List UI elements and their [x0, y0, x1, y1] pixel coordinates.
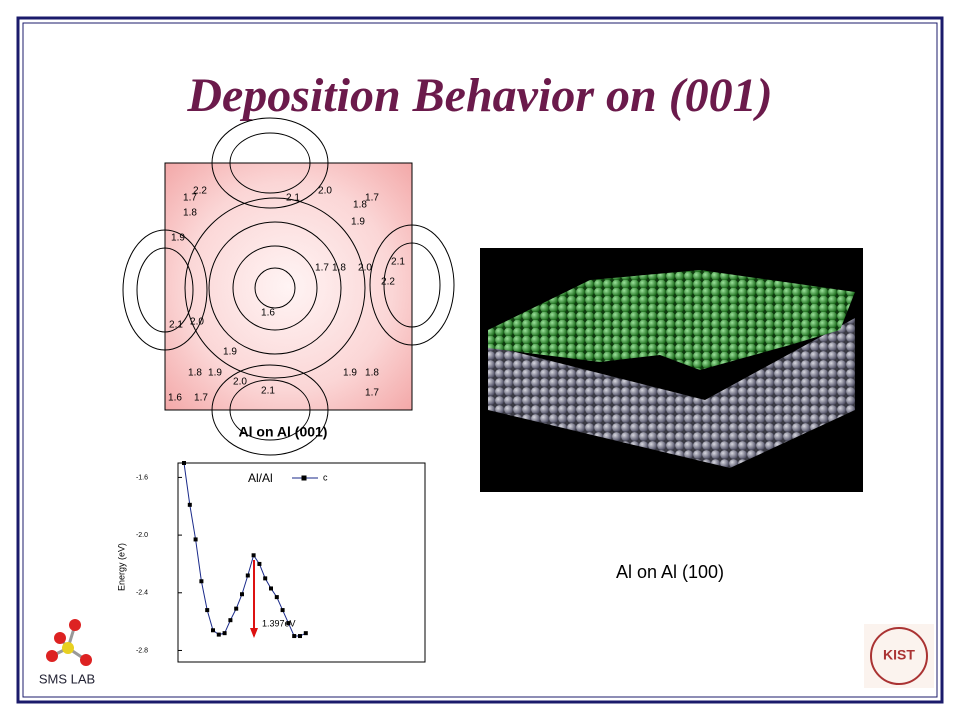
legend-label: c — [323, 472, 328, 482]
contour-caption: Al on Al (001) — [239, 424, 328, 440]
data-point — [222, 631, 227, 636]
y-tick-label: -1.6 — [136, 474, 148, 481]
contour-label: 2.2 — [193, 186, 207, 197]
data-point — [234, 606, 239, 611]
slide-title: Deposition Behavior on (001) — [186, 69, 772, 122]
contour-label: 2.1 — [261, 386, 275, 397]
kist-badge: KIST — [864, 624, 934, 688]
sms-logo: SMS LAB — [39, 619, 95, 686]
contour-label: 1.9 — [171, 233, 185, 244]
data-point — [240, 592, 244, 597]
data-point — [303, 631, 308, 636]
data-point — [286, 621, 291, 626]
contour-label: 2.0 — [233, 377, 247, 388]
contour-label: 1.8 — [188, 368, 202, 379]
contour-label: 1.8 — [353, 200, 367, 211]
contour-label: 1.9 — [351, 217, 365, 228]
data-point — [298, 634, 302, 639]
contour-label: 1.7 — [365, 388, 379, 399]
data-point — [245, 573, 250, 578]
contour-label: 1.6 — [168, 393, 182, 404]
contour-label: 1.8 — [365, 368, 379, 379]
y-tick-label: -2.8 — [136, 647, 148, 654]
contour-label: 1.7 — [194, 393, 208, 404]
contour-label: 2.1 — [169, 320, 183, 331]
data-point — [187, 502, 192, 507]
contour-label: 1.9 — [208, 368, 222, 379]
deposited-layer — [488, 270, 855, 370]
legend-title: Al/Al — [248, 471, 273, 485]
energy-line — [183, 462, 307, 637]
data-point — [182, 461, 186, 465]
contour-label: 2.0 — [358, 263, 372, 274]
render-caption: Al on Al (100) — [616, 562, 724, 582]
contour-label: 1.6 — [261, 308, 275, 319]
contour-plot: 2.22.12.01.71.81.71.81.91.91.7 1.8 2.02.12… — [122, 117, 455, 456]
data-point — [269, 586, 273, 591]
contour-label: 1.7 — [365, 193, 379, 204]
data-point — [205, 608, 210, 613]
arrow-head — [250, 628, 258, 638]
legend-marker — [301, 475, 307, 481]
contour-label: 1.8 — [332, 263, 346, 274]
logo-text: SMS LAB — [39, 671, 95, 686]
contour-label: 2.1 — [286, 193, 300, 204]
y-axis-label: Energy (eV) — [116, 543, 126, 591]
data-point — [274, 595, 279, 600]
data-point — [228, 618, 233, 623]
contour-label: 2.1 — [391, 257, 405, 268]
y-tick-label: -2.4 — [136, 590, 148, 597]
substrate-side — [488, 318, 855, 468]
contour-label: 1.9 — [343, 368, 357, 379]
contour-label: 2.0 — [318, 186, 332, 197]
data-point — [211, 628, 215, 633]
badge-text: KIST — [883, 647, 915, 663]
contour-label: 2.2 — [381, 277, 395, 288]
contour-frame — [164, 162, 413, 411]
data-point — [292, 634, 297, 639]
data-point — [280, 608, 285, 613]
annotation: 1.397eV — [262, 618, 296, 628]
atomistic-render — [480, 248, 863, 492]
data-point — [216, 632, 221, 637]
frame-outer — [16, 16, 944, 704]
contour-label: 1.8 — [183, 208, 197, 219]
contour-label: 1.7 — [183, 193, 197, 204]
data-point — [263, 576, 268, 581]
data-point — [193, 537, 198, 542]
contour-label: 1.9 — [223, 347, 237, 358]
y-tick-label: -2.0 — [136, 532, 148, 539]
contour-label: 2.0 — [190, 317, 204, 328]
contour-label: 1.7 — [315, 263, 329, 274]
data-point — [251, 553, 256, 558]
frame-inner — [22, 22, 938, 698]
data-point — [199, 579, 204, 584]
data-point — [257, 561, 262, 566]
plot-frame — [177, 462, 426, 663]
